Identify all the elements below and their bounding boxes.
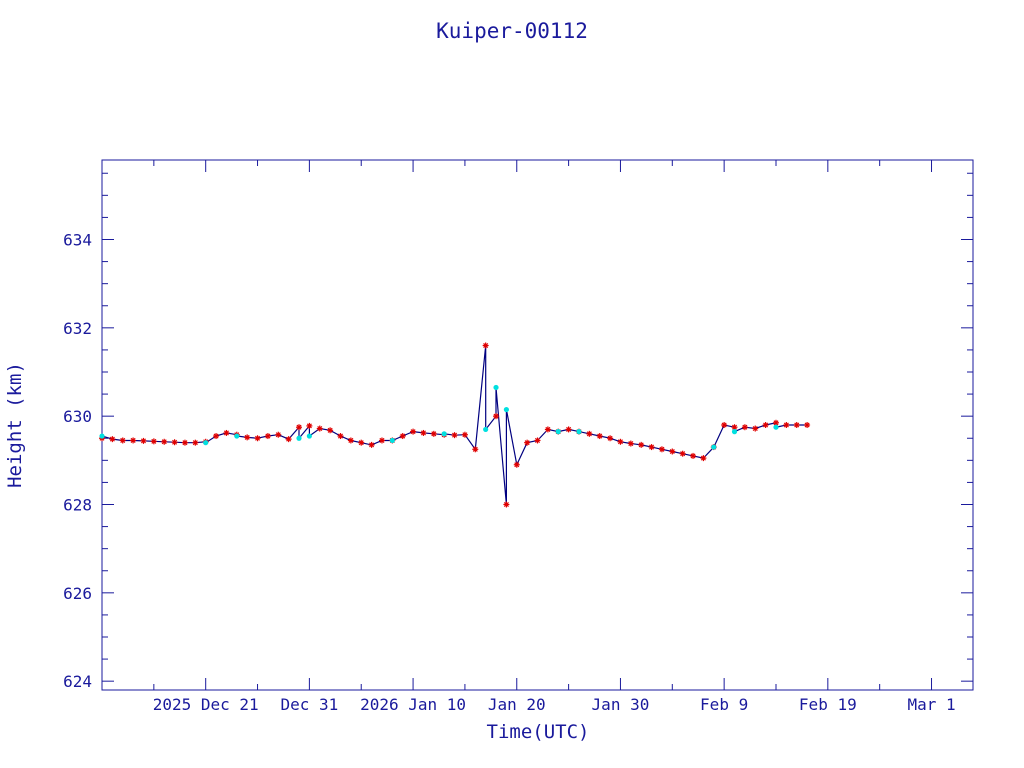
x-tick-label: Feb 9: [700, 695, 748, 714]
data-point-star: [513, 461, 520, 468]
data-point-star: [586, 430, 593, 437]
data-point-star: [244, 434, 251, 441]
data-point-star: [493, 413, 500, 420]
x-tick-label: Jan 30: [592, 695, 650, 714]
data-point-star: [192, 439, 199, 446]
data-point-star: [264, 433, 271, 440]
data-point-dot: [731, 429, 738, 435]
data-point-star: [171, 439, 178, 446]
y-tick-label: 634: [63, 231, 92, 250]
data-point-star: [337, 433, 344, 440]
data-point-star: [161, 438, 168, 445]
x-axis: 2025 Dec 21 Dec 31 2026 Jan 10 Jan 20 Jan 30…: [101, 160, 956, 714]
y-tick-label: 632: [63, 319, 92, 338]
data-point-star: [275, 431, 282, 438]
data-point-star: [327, 427, 334, 434]
data-point-dot: [441, 431, 447, 437]
data-point-dot: [296, 435, 302, 441]
data-point-star: [627, 440, 634, 447]
data-point-star: [638, 441, 645, 448]
x-tick-label: Mar 1: [907, 695, 955, 714]
data-point-star: [482, 342, 489, 349]
data-point-star: [296, 424, 303, 431]
x-tick-label: Feb 19: [799, 695, 857, 714]
data-point-star: [721, 422, 728, 428]
data-point-star: [150, 438, 157, 445]
data-point-star: [783, 422, 790, 428]
data-point-star: [358, 439, 365, 446]
y-axis: 624 626 628 630 632 634: [63, 172, 973, 691]
data-point-star: [669, 448, 676, 455]
data-point-dot: [234, 433, 240, 439]
chart-title: Kuiper-00112: [436, 19, 588, 43]
data-point-star: [679, 450, 686, 457]
x-axis-label: Time(UTC): [487, 721, 590, 743]
data-point-star: [410, 428, 417, 435]
data-point-dot: [203, 440, 209, 446]
data-point-star: [181, 439, 188, 446]
data-point-dot: [306, 433, 312, 439]
data-point-star: [420, 429, 427, 436]
data-point-star: [285, 436, 292, 443]
data-point-star: [109, 436, 116, 443]
data-point-star: [690, 452, 697, 459]
y-tick-label: 624: [63, 672, 92, 691]
data-point-star: [607, 435, 614, 442]
data-point-star: [472, 446, 479, 453]
data-point-dot: [389, 437, 395, 444]
data-point-star: [804, 422, 811, 428]
data-point-star: [534, 437, 541, 444]
data-point-dot: [576, 429, 582, 435]
data-point-star: [213, 433, 220, 440]
data-point-star: [399, 433, 406, 440]
data-point-dot: [503, 406, 509, 413]
data-point-star: [130, 437, 137, 444]
data-point-dot: [711, 444, 717, 450]
data-point-dot: [99, 433, 105, 439]
x-tick-label: 2026 Jan 10: [360, 695, 466, 714]
series-lines: [101, 345, 808, 505]
data-point-star: [544, 426, 551, 433]
data-point-star: [461, 431, 468, 438]
data-point-star: [451, 432, 458, 439]
data-point-star: [119, 437, 126, 444]
data-point-star: [306, 422, 313, 429]
data-point-star: [223, 429, 230, 436]
data-point-star: [596, 433, 603, 440]
data-point-star: [752, 425, 759, 432]
y-tick-label: 628: [63, 496, 92, 515]
data-point-star: [430, 430, 437, 437]
data-point-star: [524, 439, 531, 446]
series-markers: [99, 342, 811, 508]
data-point-star: [565, 426, 572, 433]
data-point-star: [254, 435, 261, 442]
data-point-star: [347, 437, 354, 444]
y-axis-label: Height (km): [4, 362, 26, 488]
data-point-dot: [493, 384, 499, 391]
data-point-star: [793, 422, 800, 428]
data-point-star: [378, 437, 385, 444]
x-tick-label: Jan 20: [488, 695, 546, 714]
series-line: [101, 345, 808, 505]
data-point-star: [658, 446, 665, 453]
data-point-dot: [483, 426, 489, 433]
plot-frame: [101, 159, 974, 691]
data-point-star: [700, 455, 707, 462]
data-point-star: [741, 424, 748, 431]
data-point-star: [140, 437, 147, 444]
x-tick-label: Dec 31: [280, 695, 338, 714]
data-point-dot: [555, 429, 561, 435]
data-point-star: [368, 441, 375, 448]
data-point-star: [316, 425, 323, 432]
y-tick-label: 630: [63, 407, 92, 426]
y-tick-label: 626: [63, 584, 92, 603]
data-point-dot: [773, 424, 779, 430]
x-tick-label: 2025 Dec 21: [153, 695, 259, 714]
data-point-star: [503, 501, 510, 508]
data-point-star: [762, 422, 769, 428]
data-point-star: [648, 444, 655, 451]
data-point-star: [617, 438, 624, 445]
